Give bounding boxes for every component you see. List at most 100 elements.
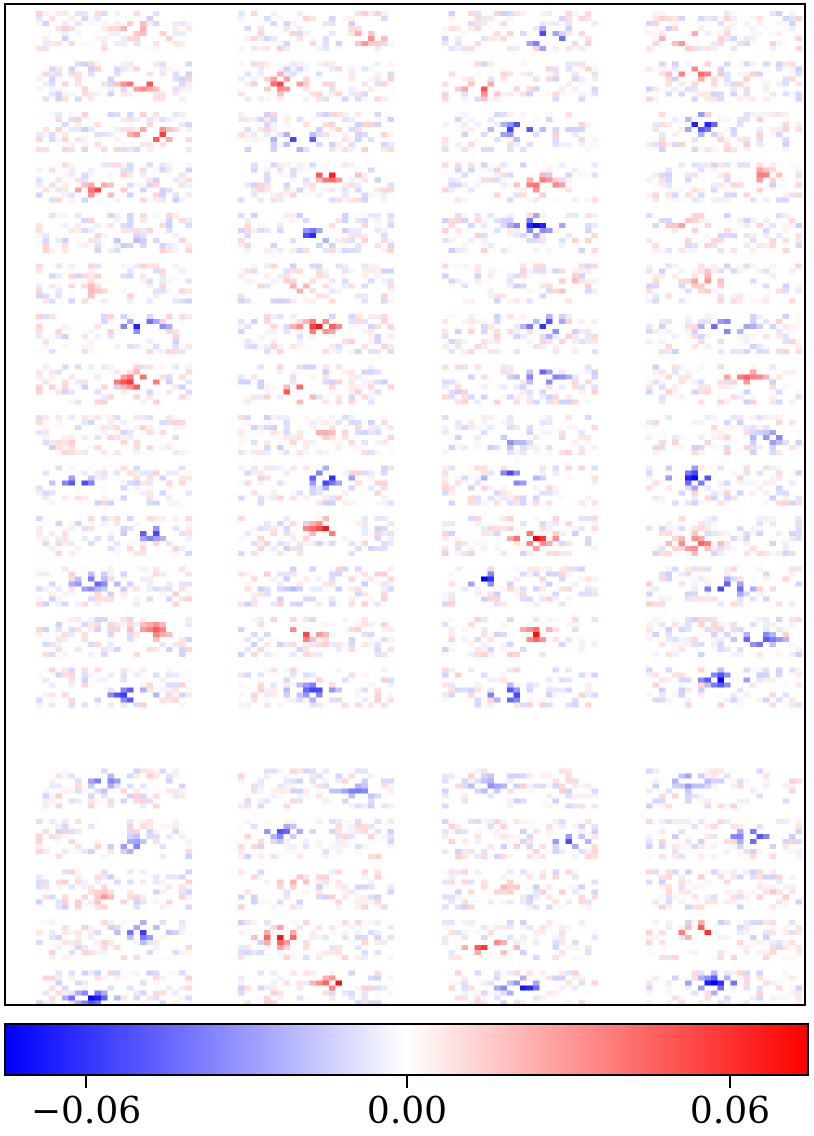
heatmap-cell: [559, 541, 566, 546]
heatmap-cell: [782, 91, 789, 97]
heatmap-cell: [36, 112, 43, 117]
heatmap-cell: [257, 475, 264, 481]
heatmap-cell: [75, 379, 82, 385]
heatmap-cell: [513, 243, 520, 248]
heatmap-cell: [283, 162, 290, 168]
heatmap-cell: [565, 425, 572, 430]
heatmap-cell: [461, 298, 468, 304]
heatmap-cell: [572, 21, 579, 26]
heatmap-cell: [36, 283, 43, 289]
heatmap-cell: [88, 445, 95, 450]
heatmap-cell: [290, 465, 297, 471]
heatmap-cell: [316, 500, 323, 506]
heatmap-cell: [368, 682, 375, 688]
heatmap-cell: [730, 86, 737, 92]
heatmap-cell: [381, 692, 388, 698]
heatmap-cell: [381, 298, 388, 304]
heatmap-cell: [257, 96, 264, 102]
heatmap-cell: [539, 223, 546, 228]
heatmap-cell: [49, 768, 56, 774]
heatmap-cell: [578, 76, 585, 82]
heatmap-cell: [769, 167, 776, 173]
heatmap-cell: [795, 521, 802, 526]
heatmap-cell: [257, 167, 264, 173]
heatmap-cell: [646, 268, 653, 274]
heatmap-cell: [698, 399, 705, 405]
heatmap-cell: [120, 672, 127, 678]
heatmap-cell: [185, 687, 192, 693]
heatmap-cell: [127, 783, 134, 789]
heatmap-cell: [75, 223, 82, 228]
heatmap-cell: [127, 617, 134, 622]
heatmap-cell: [348, 374, 355, 380]
heatmap-cell: [507, 132, 514, 137]
heatmap-cell: [559, 86, 566, 92]
heatmap-cell: [442, 218, 449, 223]
heatmap-panel-r10-c3: [646, 516, 802, 556]
heatmap-cell: [481, 132, 488, 137]
heatmap-cell: [146, 71, 153, 77]
heatmap-cell: [335, 288, 342, 294]
heatmap-cell: [133, 622, 140, 627]
heatmap-cell: [526, 500, 533, 506]
heatmap-cell: [507, 268, 514, 274]
heatmap-cell: [140, 551, 147, 556]
heatmap-cell: [763, 500, 770, 506]
heatmap-cell: [172, 420, 179, 425]
heatmap-cell: [140, 273, 147, 279]
heatmap-cell: [251, 617, 258, 622]
heatmap-cell: [795, 81, 802, 87]
heatmap-cell: [481, 415, 488, 420]
heatmap-cell: [678, 379, 685, 385]
heatmap-cell: [49, 652, 56, 657]
heatmap-cell: [361, 384, 368, 390]
heatmap-cell: [374, 288, 381, 294]
heatmap-cell: [711, 147, 718, 152]
heatmap-cell: [546, 627, 553, 632]
heatmap-cell: [185, 238, 192, 243]
heatmap-cell: [546, 399, 553, 405]
heatmap-cell: [711, 516, 718, 521]
heatmap-cell: [329, 596, 336, 602]
heatmap-cell: [290, 213, 297, 218]
heatmap-cell: [381, 41, 388, 46]
heatmap-cell: [251, 36, 258, 41]
heatmap-cell: [36, 627, 43, 632]
heatmap-cell: [685, 571, 692, 577]
heatmap-cell: [685, 243, 692, 248]
heatmap-cell: [659, 627, 666, 632]
heatmap-cell: [166, 581, 173, 587]
heatmap-cell: [387, 384, 394, 390]
heatmap-cell: [698, 500, 705, 506]
heatmap-cell: [672, 349, 679, 354]
heatmap-cell: [652, 142, 659, 147]
heatmap-cell: [62, 495, 69, 501]
heatmap-cell: [166, 223, 173, 228]
heatmap-cell: [107, 576, 114, 582]
heatmap-cell: [513, 591, 520, 597]
heatmap-cell: [665, 26, 672, 31]
heatmap-cell: [756, 652, 763, 657]
heatmap-cell: [62, 31, 69, 36]
heatmap-cell: [101, 162, 108, 168]
heatmap-cell: [763, 293, 770, 299]
heatmap-cell: [140, 31, 147, 36]
heatmap-cell: [672, 16, 679, 21]
heatmap-cell: [789, 551, 796, 556]
heatmap-cell: [127, 485, 134, 491]
heatmap-cell: [474, 500, 481, 506]
heatmap-cell: [374, 601, 381, 607]
heatmap-cell: [585, 702, 592, 708]
heatmap-cell: [55, 223, 62, 228]
heatmap-cell: [348, 485, 355, 491]
heatmap-cell: [559, 117, 566, 122]
heatmap-cell: [120, 167, 127, 173]
heatmap-cell: [55, 672, 62, 678]
heatmap-cell: [251, 576, 258, 582]
heatmap-cell: [296, 16, 303, 21]
heatmap-cell: [257, 127, 264, 132]
heatmap-cell: [49, 197, 56, 203]
heatmap-cell: [442, 344, 449, 349]
heatmap-cell: [665, 228, 672, 233]
heatmap-cell: [494, 384, 501, 390]
